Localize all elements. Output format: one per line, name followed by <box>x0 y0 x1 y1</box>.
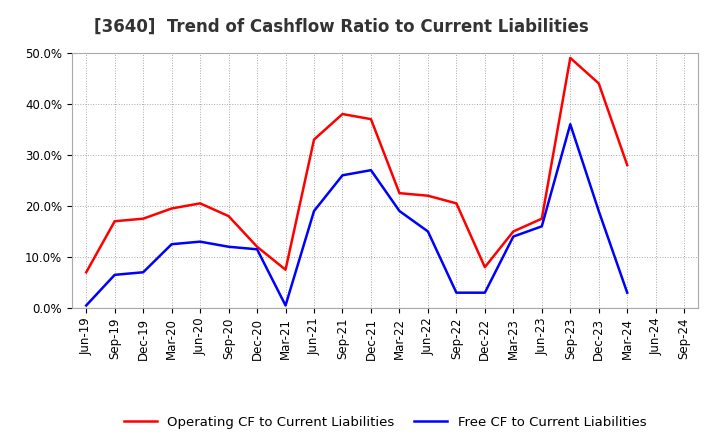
Free CF to Current Liabilities <box>566 121 575 127</box>
Operating CF to Current Liabilities <box>595 81 603 86</box>
Line: Operating CF to Current Liabilities: Operating CF to Current Liabilities <box>86 58 627 272</box>
Text: [3640]  Trend of Cashflow Ratio to Current Liabilities: [3640] Trend of Cashflow Ratio to Curren… <box>94 18 588 36</box>
Free CF to Current Liabilities <box>310 209 318 214</box>
Free CF to Current Liabilities <box>282 303 290 308</box>
Free CF to Current Liabilities <box>82 303 91 308</box>
Operating CF to Current Liabilities <box>537 216 546 221</box>
Free CF to Current Liabilities <box>537 224 546 229</box>
Free CF to Current Liabilities <box>225 244 233 249</box>
Operating CF to Current Liabilities <box>282 267 290 272</box>
Operating CF to Current Liabilities <box>423 193 432 198</box>
Free CF to Current Liabilities <box>595 209 603 214</box>
Operating CF to Current Liabilities <box>225 213 233 219</box>
Operating CF to Current Liabilities <box>366 117 375 122</box>
Operating CF to Current Liabilities <box>338 111 347 117</box>
Operating CF to Current Liabilities <box>310 137 318 142</box>
Free CF to Current Liabilities <box>196 239 204 244</box>
Operating CF to Current Liabilities <box>167 206 176 211</box>
Operating CF to Current Liabilities <box>139 216 148 221</box>
Free CF to Current Liabilities <box>452 290 461 295</box>
Operating CF to Current Liabilities <box>253 244 261 249</box>
Operating CF to Current Liabilities <box>566 55 575 61</box>
Free CF to Current Liabilities <box>139 270 148 275</box>
Free CF to Current Liabilities <box>395 209 404 214</box>
Free CF to Current Liabilities <box>480 290 489 295</box>
Operating CF to Current Liabilities <box>480 264 489 270</box>
Free CF to Current Liabilities <box>110 272 119 278</box>
Free CF to Current Liabilities <box>366 168 375 173</box>
Free CF to Current Liabilities <box>423 229 432 234</box>
Operating CF to Current Liabilities <box>110 219 119 224</box>
Operating CF to Current Liabilities <box>82 270 91 275</box>
Free CF to Current Liabilities <box>509 234 518 239</box>
Free CF to Current Liabilities <box>623 290 631 295</box>
Operating CF to Current Liabilities <box>395 191 404 196</box>
Operating CF to Current Liabilities <box>452 201 461 206</box>
Free CF to Current Liabilities <box>167 242 176 247</box>
Line: Free CF to Current Liabilities: Free CF to Current Liabilities <box>86 124 627 305</box>
Legend: Operating CF to Current Liabilities, Free CF to Current Liabilities: Operating CF to Current Liabilities, Fre… <box>119 411 652 434</box>
Operating CF to Current Liabilities <box>509 229 518 234</box>
Free CF to Current Liabilities <box>253 247 261 252</box>
Free CF to Current Liabilities <box>338 172 347 178</box>
Operating CF to Current Liabilities <box>196 201 204 206</box>
Operating CF to Current Liabilities <box>623 162 631 168</box>
